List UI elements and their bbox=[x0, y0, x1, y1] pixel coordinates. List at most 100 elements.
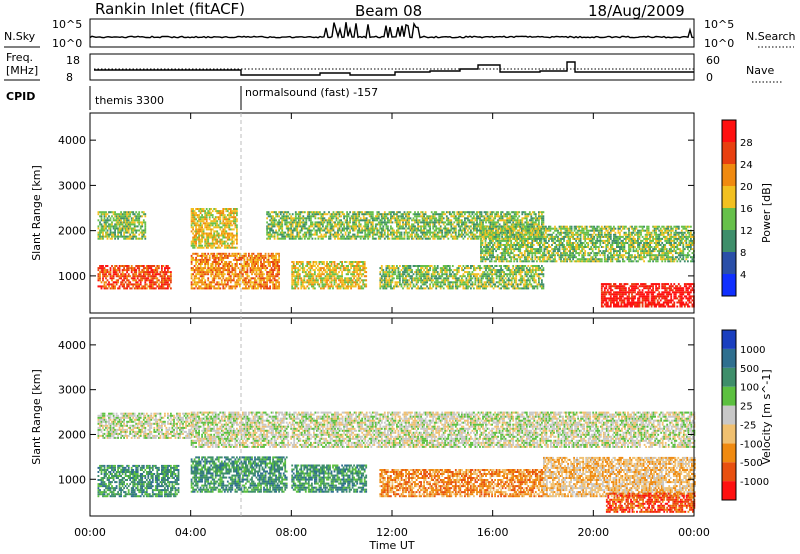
echo-cell bbox=[468, 227, 471, 230]
echo-cell bbox=[476, 213, 478, 216]
echo-cell bbox=[420, 281, 422, 284]
echo-cell bbox=[488, 273, 490, 276]
echo-cell bbox=[488, 237, 490, 240]
echo-cell bbox=[430, 219, 433, 222]
echo-cell bbox=[99, 215, 101, 218]
echo-cell bbox=[538, 225, 540, 228]
echo-cell bbox=[527, 213, 530, 216]
echo-cell bbox=[322, 225, 324, 228]
echo-cell bbox=[112, 271, 115, 274]
echo-cell bbox=[257, 273, 259, 276]
echo-cell bbox=[442, 287, 445, 290]
echo-cell bbox=[190, 226, 193, 229]
echo-cell bbox=[234, 287, 237, 290]
echo-cell bbox=[420, 221, 422, 224]
echo-cell bbox=[121, 213, 124, 216]
echo-cell bbox=[462, 211, 465, 214]
echo-cell bbox=[515, 231, 518, 234]
echo-cell bbox=[210, 212, 213, 215]
echo-cell bbox=[210, 214, 213, 217]
echo-cell bbox=[321, 267, 324, 270]
echo-cell bbox=[379, 277, 382, 280]
echo-cell bbox=[315, 275, 318, 278]
echo-cell bbox=[165, 279, 168, 282]
echo-cell bbox=[362, 273, 365, 276]
echo-cell bbox=[138, 229, 141, 232]
echo-cell bbox=[406, 265, 409, 267]
echo-cell bbox=[445, 267, 448, 270]
echo-cell bbox=[361, 235, 364, 238]
echo-cell bbox=[246, 281, 249, 284]
echo-cell bbox=[464, 217, 466, 220]
echo-cell bbox=[377, 229, 380, 232]
echo-cell bbox=[436, 221, 439, 224]
echo-cell bbox=[153, 273, 156, 276]
echo-cell bbox=[229, 216, 232, 219]
echo-cell bbox=[297, 215, 300, 218]
echo-cell bbox=[216, 234, 219, 237]
echo-cell bbox=[326, 273, 328, 276]
echo-cell bbox=[300, 211, 303, 214]
echo-cell bbox=[207, 210, 210, 213]
echo-cell bbox=[228, 234, 231, 237]
echo-cell bbox=[456, 273, 459, 276]
echo-cell bbox=[359, 269, 362, 272]
echo-cell bbox=[534, 217, 537, 220]
echo-cell bbox=[329, 217, 332, 220]
echo-cell bbox=[295, 267, 298, 270]
echo-cell bbox=[503, 281, 505, 284]
echo-cell bbox=[281, 225, 284, 228]
echo-cell bbox=[294, 219, 297, 222]
echo-cell bbox=[118, 215, 121, 218]
echo-cell bbox=[291, 217, 294, 220]
echo-cell bbox=[142, 277, 145, 280]
echo-cell bbox=[161, 275, 163, 278]
echo-cell bbox=[123, 279, 125, 282]
echo-cell bbox=[159, 275, 162, 278]
echo-cell bbox=[270, 235, 273, 238]
echo-cell bbox=[222, 230, 225, 233]
echo-cell bbox=[309, 261, 312, 263]
echo-cell bbox=[199, 212, 202, 215]
echo-cell bbox=[359, 217, 362, 220]
echo-cell bbox=[360, 273, 363, 276]
echo-cell bbox=[314, 279, 316, 282]
echo-cell bbox=[103, 229, 106, 232]
echo-cell bbox=[97, 211, 100, 214]
echo-cell bbox=[210, 234, 213, 237]
echo-cell bbox=[442, 277, 445, 280]
echo-cell bbox=[223, 226, 226, 229]
echo-cell bbox=[390, 283, 392, 286]
echo-cell bbox=[307, 275, 310, 278]
echo-cell bbox=[476, 287, 478, 290]
echo-cell bbox=[231, 240, 234, 243]
echo-cell bbox=[103, 269, 106, 272]
echo-cell bbox=[330, 283, 333, 286]
echo-cell bbox=[245, 283, 247, 286]
echo-cell bbox=[261, 265, 264, 267]
echo-cell bbox=[387, 225, 389, 228]
echo-cell bbox=[451, 275, 454, 278]
echo-cell bbox=[211, 216, 214, 219]
echo-cell bbox=[199, 238, 202, 241]
echo-cell bbox=[539, 211, 542, 214]
echo-cell bbox=[190, 224, 193, 227]
echo-cell bbox=[380, 231, 383, 234]
echo-cell bbox=[450, 235, 453, 238]
echo-cell bbox=[192, 210, 194, 213]
echo-cell bbox=[234, 256, 237, 259]
echo-cell bbox=[170, 279, 172, 282]
echo-cell bbox=[338, 227, 341, 230]
echo-cell bbox=[144, 225, 147, 228]
echo-cell bbox=[204, 224, 207, 227]
echo-cell bbox=[340, 221, 342, 224]
echo-cell bbox=[273, 263, 276, 265]
echo-cell bbox=[317, 217, 320, 220]
echo-cell bbox=[457, 231, 460, 234]
echo-cell bbox=[461, 219, 463, 222]
echo-cell bbox=[276, 215, 279, 218]
echo-cell bbox=[255, 287, 258, 290]
echo-cell bbox=[114, 281, 116, 284]
echo-cell bbox=[117, 213, 119, 216]
echo-cell bbox=[494, 265, 496, 267]
